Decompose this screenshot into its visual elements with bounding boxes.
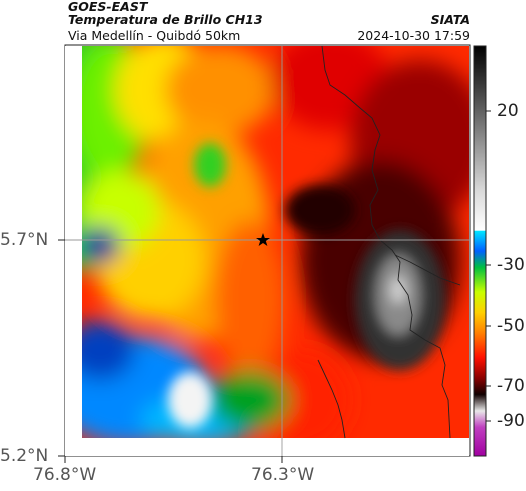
border-line: [394, 254, 461, 286]
border-line: [317, 359, 346, 439]
colorbar-tick-label: -90: [497, 411, 525, 431]
lat-tick-label: 5.2°N: [0, 446, 49, 466]
colorbar-tick-label: -70: [497, 376, 525, 396]
timestamp-label: 2024-10-30 17:59: [357, 28, 470, 43]
colorbar-tick-label: -50: [497, 316, 525, 336]
colorbar: [473, 45, 487, 457]
star-icon: [256, 233, 270, 246]
temperature-field: [82, 46, 469, 438]
colorbar-tick-label: -30: [497, 255, 525, 275]
lon-tick-label: 76.3°W: [251, 465, 315, 485]
lat-tick-label: 5.7°N: [0, 230, 49, 250]
colorbar-tick-label: 20: [497, 101, 519, 121]
product-title: Temperatura de Brillo CH13: [68, 12, 263, 27]
lon-tick-label: 76.8°W: [33, 465, 97, 485]
satellite-name: GOES-EAST: [68, 0, 148, 14]
region-label: Via Medellín - Quibdó 50km: [68, 28, 241, 43]
agency-label: SIATA: [430, 12, 470, 27]
